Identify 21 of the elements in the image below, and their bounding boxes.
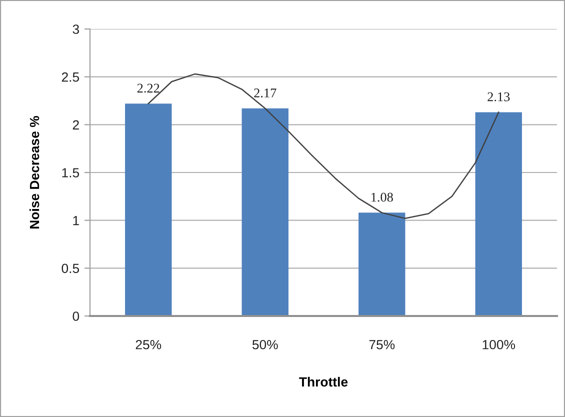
y-tick-label: 0.5 [62, 264, 80, 274]
y-tick-label: 0 [72, 312, 80, 321]
x-tick-label: 50% [252, 340, 278, 350]
data-label: 2.13 [488, 92, 510, 102]
y-tick-label: 3 [72, 24, 80, 34]
x-tick-label: 100% [482, 340, 516, 350]
data-label: 2.17 [254, 88, 276, 98]
bar [242, 108, 288, 316]
y-axis-title: Noise Decrease % [30, 116, 40, 228]
x-tick-label: 75% [369, 340, 395, 350]
x-tick-label: 25% [136, 340, 162, 350]
data-label: 2.22 [137, 84, 160, 93]
y-tick-label: 1 [73, 216, 79, 226]
data-label: 1.08 [371, 192, 393, 202]
x-axis-title: Throttle [299, 376, 348, 387]
y-tick-label: 2 [72, 120, 79, 130]
bar [358, 212, 406, 316]
bar [475, 112, 522, 316]
y-tick-label: 1.5 [62, 168, 80, 178]
y-tick-label: 2.5 [62, 72, 80, 82]
bar [125, 104, 172, 316]
